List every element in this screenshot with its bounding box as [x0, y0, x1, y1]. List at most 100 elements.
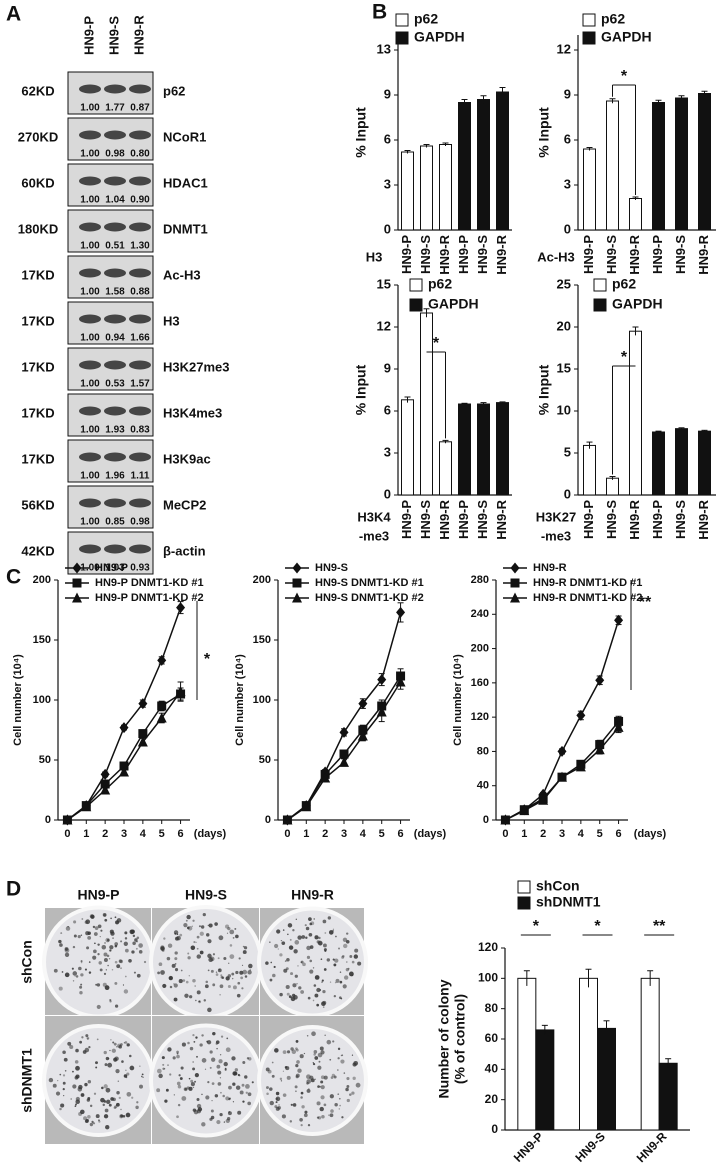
colony-dot: [198, 925, 202, 928]
colony-dot: [269, 978, 273, 982]
legend-label: HN9-P DNMT1-KD #2: [95, 592, 204, 604]
colony-dot: [340, 1054, 343, 1057]
colony-dot: [78, 966, 82, 971]
molecular-weight: 62KD: [21, 83, 54, 98]
colony-dot: [160, 946, 165, 951]
y-tick-label: 0: [265, 814, 271, 826]
colony-dot: [75, 975, 79, 978]
colony-dot: [92, 925, 96, 929]
x-tick-label: 0: [284, 828, 290, 840]
colony-dot: [109, 999, 112, 1002]
quantification: 1.57: [130, 379, 150, 390]
colony-dot: [125, 1112, 131, 1118]
colony-dot: [234, 1068, 239, 1072]
colony-dot: [84, 968, 87, 971]
colony-dot: [236, 993, 241, 998]
molecular-weight: 17KD: [21, 313, 54, 328]
colony-dot: [177, 1103, 181, 1107]
x-tick-label: 0: [502, 828, 508, 840]
legend-label: p62: [414, 11, 438, 27]
colony-dot: [75, 1048, 79, 1053]
colony-dot: [307, 1124, 311, 1127]
blot-band: [79, 452, 101, 462]
colony-dot: [295, 1040, 299, 1043]
marker: [510, 578, 520, 588]
bar: [496, 402, 509, 496]
colony-dot: [319, 1046, 324, 1051]
y-tick-label: 80: [485, 1001, 499, 1015]
bar: [439, 441, 452, 496]
colony-dot: [67, 926, 69, 928]
colony-dot: [79, 991, 83, 995]
colony-dot: [322, 990, 326, 994]
colony-dot: [207, 969, 210, 972]
colony-dot: [219, 993, 221, 996]
y-tick-label: 0: [45, 814, 51, 826]
colony-dot: [210, 956, 215, 962]
bar: [535, 1029, 555, 1131]
x-tick-label: 2: [102, 828, 108, 840]
marker: [157, 701, 167, 711]
colony-dot: [118, 1044, 123, 1049]
colony-dot: [297, 935, 302, 940]
group-label: H3K27: [536, 509, 576, 524]
colony-dot: [309, 945, 314, 949]
colony-dot: [284, 960, 287, 962]
y-axis-label: % Input: [536, 107, 552, 158]
marker: [292, 562, 302, 574]
colony-dot: [188, 1077, 191, 1080]
colony-dot: [135, 947, 138, 950]
colony-dot: [124, 975, 127, 978]
colony-dot: [313, 1050, 318, 1054]
blot-band: [104, 314, 126, 324]
quantification: 0.87: [130, 103, 150, 114]
quantification: 1.58: [105, 287, 125, 298]
category-label: HN9-P: [456, 235, 471, 274]
bar: [477, 403, 490, 496]
colony-dot: [290, 1047, 294, 1051]
marker: [292, 578, 302, 588]
colony-dot: [279, 953, 283, 957]
colony-dot: [187, 1041, 190, 1045]
bar: [658, 1062, 678, 1131]
colony-dot: [353, 954, 358, 959]
colony-dot: [311, 1031, 316, 1037]
colony-dot: [341, 954, 345, 958]
blot-band: [79, 406, 101, 416]
colony-dot: [165, 1088, 169, 1092]
colony-dot: [275, 1106, 280, 1111]
column-label: HN9-S: [185, 887, 227, 903]
marker: [594, 744, 605, 755]
bar: [652, 431, 665, 496]
colony-dot: [119, 1114, 124, 1119]
colony-dot: [85, 1034, 89, 1038]
y-tick-label: 0: [384, 486, 391, 501]
y-tick-label: 120: [471, 711, 489, 723]
significance: *: [594, 918, 601, 935]
protein-name: H3K27me3: [163, 359, 230, 374]
colony-dot: [274, 1048, 279, 1053]
blot-band: [79, 360, 101, 370]
colony-dot: [80, 973, 84, 977]
colony-dot: [180, 1066, 184, 1070]
colony-dot: [190, 945, 196, 951]
bar: [606, 477, 619, 496]
colony-dot: [251, 1081, 254, 1084]
colony-dot: [314, 993, 319, 998]
colony-dot: [320, 1095, 325, 1100]
colony-dot: [338, 1097, 341, 1100]
colony-dot: [289, 938, 292, 941]
y-axis-label: Number of colony: [436, 979, 452, 1098]
y-axis-label: (% of control): [452, 994, 468, 1084]
x-tick-label: 4: [578, 828, 585, 840]
colony-dot: [110, 1039, 112, 1041]
blot-band: [104, 130, 126, 140]
colony-dot: [345, 967, 350, 972]
colony-dot: [275, 1097, 279, 1101]
y-tick-label: 150: [253, 634, 271, 646]
colony-dot: [227, 984, 231, 989]
colony-dot: [59, 1107, 62, 1111]
x-tick-label: 5: [597, 828, 603, 840]
colony-dot: [265, 961, 269, 965]
colony-dot: [86, 1036, 90, 1040]
